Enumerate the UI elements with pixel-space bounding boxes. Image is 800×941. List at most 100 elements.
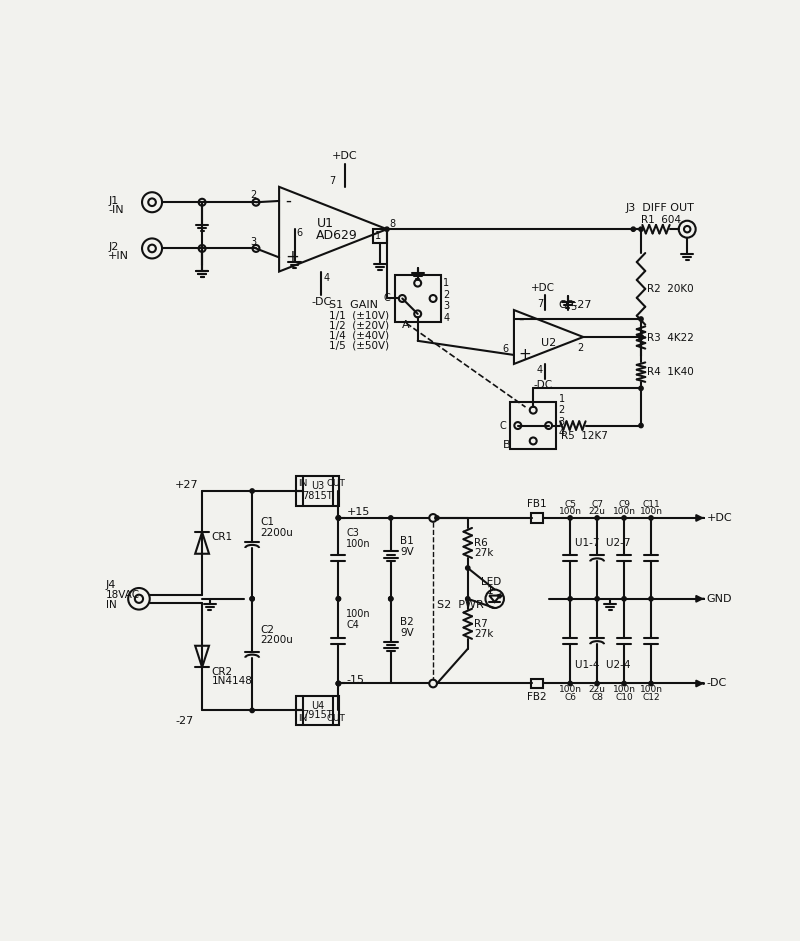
Text: +15: +15: [347, 507, 370, 517]
Circle shape: [336, 597, 341, 601]
Circle shape: [649, 597, 653, 601]
Text: R4  1K40: R4 1K40: [647, 367, 694, 377]
Text: 3: 3: [250, 236, 257, 247]
Text: 1/1  (±10V): 1/1 (±10V): [329, 311, 390, 321]
Text: 7915T: 7915T: [302, 710, 333, 720]
Text: 1/2  (±20V): 1/2 (±20V): [329, 321, 390, 330]
Circle shape: [639, 317, 643, 321]
Text: C10: C10: [615, 693, 633, 702]
Text: 4: 4: [443, 312, 450, 323]
Text: 1/5  (±50V): 1/5 (±50V): [329, 341, 390, 350]
Text: +27: +27: [175, 480, 198, 490]
Text: C2: C2: [261, 625, 274, 634]
Text: 1N4148: 1N4148: [211, 677, 252, 686]
Text: J2: J2: [108, 242, 118, 252]
Text: +DC: +DC: [531, 283, 555, 294]
Text: 100n: 100n: [613, 507, 635, 517]
Text: +: +: [286, 248, 299, 266]
Text: U4: U4: [311, 701, 324, 710]
Circle shape: [250, 709, 254, 712]
Text: U1-7  U2-7: U1-7 U2-7: [574, 537, 630, 548]
Text: C12: C12: [642, 693, 660, 702]
Text: 100n: 100n: [558, 507, 582, 517]
Text: CR1: CR1: [211, 533, 233, 542]
Text: 5: 5: [570, 302, 577, 312]
Text: -IN: -IN: [108, 205, 124, 215]
Circle shape: [568, 597, 572, 601]
Text: J3  DIFF OUT: J3 DIFF OUT: [626, 202, 694, 213]
Circle shape: [595, 681, 599, 686]
Text: 27k: 27k: [474, 548, 494, 558]
Text: 18VAC: 18VAC: [106, 590, 140, 600]
Text: 7: 7: [537, 299, 543, 309]
Text: -DC: -DC: [311, 297, 331, 308]
Bar: [297, 695, 338, 726]
Text: -: -: [286, 192, 291, 210]
Circle shape: [466, 597, 470, 601]
Text: OUT: OUT: [326, 479, 345, 487]
Text: FB2: FB2: [527, 693, 547, 702]
Text: A: A: [402, 321, 410, 330]
Circle shape: [639, 386, 643, 391]
Circle shape: [336, 681, 341, 686]
Text: 100n: 100n: [346, 539, 370, 550]
Text: R1  604: R1 604: [641, 215, 681, 225]
Text: S2  PWR: S2 PWR: [437, 600, 484, 610]
Text: IN: IN: [298, 479, 308, 487]
Circle shape: [336, 516, 341, 520]
Text: 6: 6: [297, 228, 303, 238]
Circle shape: [389, 516, 393, 520]
Circle shape: [595, 516, 599, 520]
Text: AD629: AD629: [316, 229, 358, 242]
Circle shape: [336, 681, 341, 686]
Text: -: -: [518, 311, 524, 327]
Text: IN: IN: [298, 713, 308, 723]
Circle shape: [639, 423, 643, 428]
Text: 9V: 9V: [400, 628, 414, 638]
Text: B1: B1: [400, 536, 414, 546]
Text: 7815T: 7815T: [302, 490, 333, 501]
Text: 100n: 100n: [558, 685, 582, 694]
Text: U1-4  U2-4: U1-4 U2-4: [574, 660, 630, 670]
Text: R7: R7: [474, 619, 488, 629]
Circle shape: [336, 597, 341, 601]
Circle shape: [622, 681, 626, 686]
Circle shape: [389, 597, 393, 601]
Text: C3: C3: [346, 528, 359, 538]
Text: FB1: FB1: [527, 499, 547, 509]
Text: 2200u: 2200u: [261, 635, 294, 646]
Text: R5  12K7: R5 12K7: [561, 431, 608, 441]
Text: 2200u: 2200u: [261, 528, 294, 537]
Bar: [373, 230, 387, 243]
Circle shape: [639, 335, 643, 339]
Text: U2: U2: [541, 338, 556, 348]
Text: 27k: 27k: [474, 629, 494, 639]
Circle shape: [568, 516, 572, 520]
Text: 1: 1: [558, 393, 565, 404]
Circle shape: [568, 681, 572, 686]
Circle shape: [595, 597, 599, 601]
Circle shape: [336, 516, 341, 520]
Text: C: C: [499, 421, 506, 431]
Circle shape: [649, 516, 653, 520]
Bar: [394, 276, 441, 322]
Text: -27: -27: [175, 716, 194, 726]
Circle shape: [466, 566, 470, 570]
Text: +DC: +DC: [706, 513, 732, 523]
Text: C11: C11: [642, 500, 660, 508]
Text: R2  20K0: R2 20K0: [647, 284, 694, 294]
Text: 4: 4: [537, 365, 543, 375]
Circle shape: [250, 597, 254, 601]
Text: C9: C9: [618, 500, 630, 508]
Text: C7: C7: [591, 500, 603, 508]
Text: U1: U1: [317, 216, 334, 230]
Circle shape: [649, 681, 653, 686]
Circle shape: [622, 597, 626, 601]
Text: 2: 2: [577, 343, 583, 353]
Circle shape: [385, 227, 389, 231]
Text: C6: C6: [564, 693, 576, 702]
Text: C: C: [384, 294, 390, 304]
Text: 4: 4: [558, 428, 565, 439]
Bar: [531, 514, 543, 522]
Text: 9V: 9V: [400, 547, 414, 557]
